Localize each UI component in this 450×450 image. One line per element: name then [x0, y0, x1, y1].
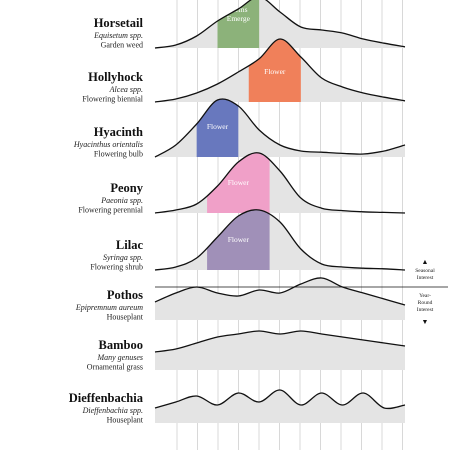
- plant-name: Hyacinth: [94, 125, 143, 139]
- plant-type: Houseplant: [107, 313, 144, 322]
- ridge-hollyhock: Flower: [154, 38, 406, 103]
- ridge-area: [155, 389, 405, 423]
- ridge-line: [154, 98, 406, 158]
- plant-type: Flowering biennial: [82, 95, 143, 104]
- plant-scientific-name: Equisetum spp.: [93, 31, 143, 40]
- ridge-area: [155, 152, 405, 213]
- band-label: Emerge: [227, 14, 251, 23]
- ridge-line: [154, 330, 406, 353]
- ridge-line: [154, 38, 406, 103]
- ridge-line: [154, 209, 406, 271]
- plant-type: Ornamental grass: [87, 363, 143, 372]
- down-arrow-icon: ▼: [422, 318, 429, 326]
- year-round-interest-label: Year-: [419, 293, 431, 299]
- ridge-line: [154, 152, 406, 214]
- plant-name: Dieffenbachia: [69, 391, 144, 405]
- ridge-pothos: [154, 277, 406, 320]
- plant-name: Pothos: [107, 288, 143, 302]
- plant-type: Houseplant: [107, 416, 144, 425]
- band-label: Flower: [228, 178, 250, 187]
- up-arrow-icon: ▲: [422, 258, 429, 266]
- ridge-line: [154, 389, 406, 410]
- plant-type: Garden weed: [101, 41, 143, 50]
- plant-scientific-name: Alcea spp.: [109, 85, 143, 94]
- plant-name: Hollyhock: [88, 70, 143, 84]
- seasonal-interest-label: Seasonal: [415, 268, 435, 274]
- band-label: Flower: [207, 122, 229, 131]
- plant-scientific-name: Epipremnum aureum: [75, 303, 143, 312]
- band-label: Flower: [264, 67, 286, 76]
- band-label: Flower: [228, 235, 250, 244]
- ridge-dieffenbachia: [154, 389, 406, 423]
- ridge-bamboo: [154, 330, 406, 370]
- plant-scientific-name: Syringa spp.: [103, 253, 143, 262]
- plant-scientific-name: Many genuses: [96, 353, 143, 362]
- plant-name: Bamboo: [99, 338, 143, 352]
- plant-type: Flowering shrub: [90, 263, 143, 272]
- plant-scientific-name: Dieffenbachia spp.: [82, 406, 143, 415]
- seasonal-interest-label: Interest: [417, 275, 434, 281]
- ridge-area: [155, 277, 405, 320]
- plant-type: Flowering bulb: [94, 150, 143, 159]
- year-round-interest-label: Round: [418, 300, 433, 306]
- ridge-area: [155, 331, 405, 370]
- plant-type: Flowering perennial: [78, 206, 143, 215]
- ridge-line: [154, 0, 406, 49]
- plant-scientific-name: Hyacinthus orientalis: [73, 140, 143, 149]
- plant-name: Horsetail: [94, 16, 144, 30]
- plant-name: Peony: [110, 181, 143, 195]
- plant-name: Lilac: [116, 238, 144, 252]
- year-round-interest-label: Interest: [417, 307, 434, 313]
- plant-scientific-name: Paeonia spp.: [100, 196, 143, 205]
